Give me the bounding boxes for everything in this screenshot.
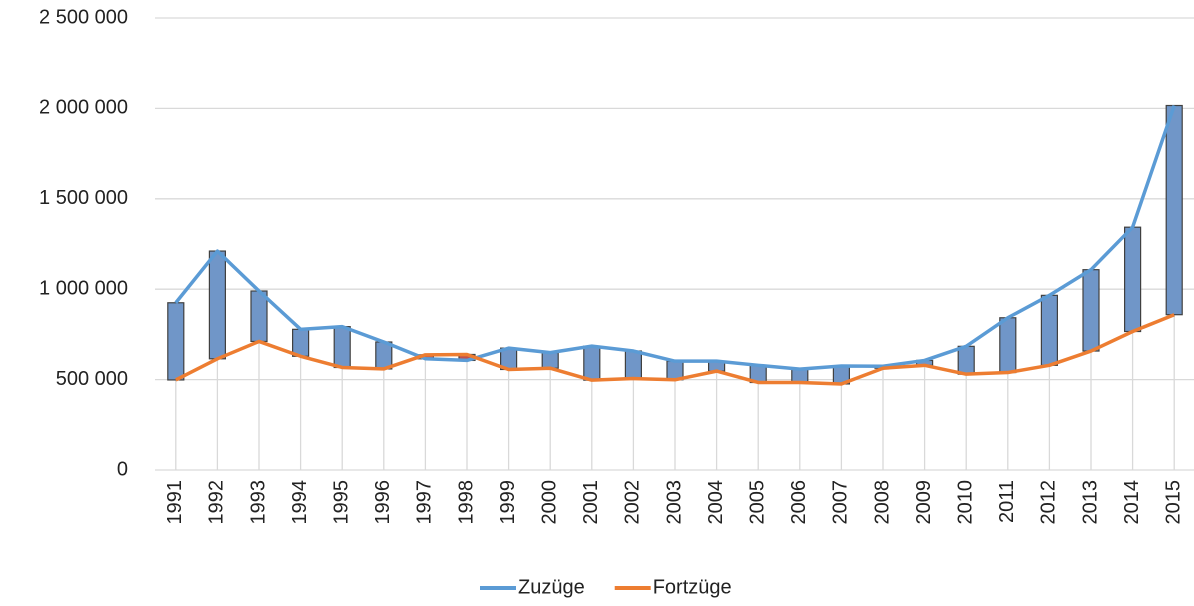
x-tick-label: 2009 bbox=[913, 480, 935, 525]
up-bar bbox=[1165, 104, 1183, 316]
legend-label: Zuzüge bbox=[518, 576, 585, 598]
x-tick-label: 2015 bbox=[1162, 480, 1184, 525]
series-line bbox=[174, 104, 1176, 371]
x-tick-label: 2014 bbox=[1121, 480, 1143, 525]
x-tick-label: 1996 bbox=[372, 480, 394, 525]
series-line bbox=[175, 313, 1175, 386]
y-tick-label: 2 000 000 bbox=[39, 97, 128, 119]
x-tick-label: 1992 bbox=[206, 480, 228, 525]
x-tick-label: 2012 bbox=[1038, 480, 1060, 525]
up-bar bbox=[791, 368, 809, 384]
y-tick-label: 1 500 000 bbox=[39, 187, 128, 209]
x-tick-label: 2007 bbox=[830, 480, 852, 525]
up-bar bbox=[541, 352, 559, 369]
x-tick-label: 2003 bbox=[663, 480, 685, 525]
x-tick-label: 2010 bbox=[954, 480, 976, 525]
x-tick-label: 2001 bbox=[580, 480, 602, 525]
up-bar bbox=[250, 290, 268, 343]
up-bar bbox=[292, 328, 310, 357]
legend-label: Fortzüge bbox=[653, 576, 732, 598]
up-bar bbox=[999, 317, 1017, 374]
x-tick-label: 1991 bbox=[164, 480, 186, 525]
up-bar bbox=[1082, 269, 1100, 352]
x-tick-label: 2011 bbox=[996, 480, 1018, 523]
y-tick-label: 500 000 bbox=[56, 368, 128, 390]
x-tick-label: 1997 bbox=[414, 480, 436, 525]
up-bar bbox=[333, 326, 351, 369]
x-tick-label: 1998 bbox=[455, 480, 477, 525]
up-bar bbox=[1123, 226, 1142, 333]
x-tick-label: 1994 bbox=[289, 480, 311, 525]
up-bar bbox=[957, 345, 975, 375]
x-tick-label: 2000 bbox=[538, 480, 560, 525]
x-tick-label: 2004 bbox=[705, 480, 727, 525]
x-tick-label: 1999 bbox=[497, 480, 519, 525]
up-bar bbox=[208, 250, 226, 360]
y-tick-label: 1 000 000 bbox=[39, 277, 128, 299]
x-tick-label: 1995 bbox=[330, 480, 352, 525]
up-bar bbox=[583, 345, 601, 381]
x-tick-label: 2005 bbox=[746, 480, 768, 525]
x-tick-label: 2002 bbox=[622, 480, 644, 525]
x-tick-label: 1993 bbox=[247, 480, 269, 525]
up-bar bbox=[167, 302, 185, 381]
up-bar bbox=[624, 350, 643, 380]
x-tick-label: 2006 bbox=[788, 480, 810, 525]
x-tick-label: 2013 bbox=[1079, 480, 1101, 525]
x-tick-label: 2008 bbox=[871, 480, 893, 525]
y-tick-label: 2 500 000 bbox=[39, 6, 128, 28]
up-bar bbox=[1040, 294, 1059, 366]
y-tick-label: 0 bbox=[117, 458, 128, 480]
